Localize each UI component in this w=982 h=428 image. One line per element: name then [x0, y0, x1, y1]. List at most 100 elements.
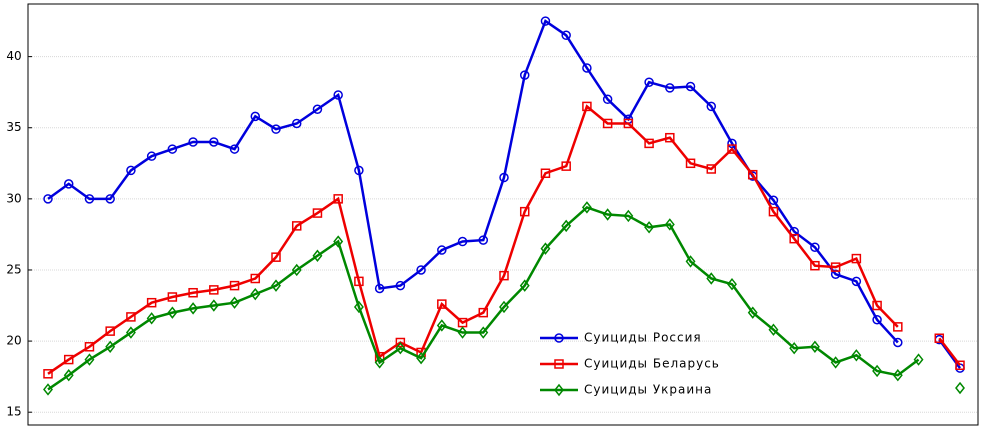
series-line: [48, 207, 960, 389]
point: [146, 312, 157, 325]
y-tick-label: 30: [6, 191, 21, 205]
point: [893, 322, 903, 332]
point: [436, 319, 447, 332]
point: [105, 194, 115, 204]
point: [830, 269, 841, 279]
point: [416, 351, 427, 365]
point: [830, 356, 841, 369]
point: [810, 260, 820, 271]
point: [312, 208, 323, 218]
point: [789, 233, 799, 244]
point: [540, 242, 551, 255]
point: [540, 168, 551, 179]
point: [872, 300, 882, 311]
point: [706, 272, 717, 285]
point: [374, 356, 385, 369]
legend-label: Суициды Россия: [584, 331, 702, 345]
point: [291, 118, 302, 129]
point: [146, 151, 157, 161]
y-tick-label: 35: [6, 120, 21, 134]
point: [167, 292, 178, 302]
point: [416, 265, 426, 275]
point: [519, 70, 530, 80]
point: [582, 63, 592, 73]
point: [188, 302, 199, 315]
point: [209, 285, 219, 295]
point: [955, 381, 965, 395]
point: [519, 279, 530, 292]
point: [229, 280, 240, 291]
point: [126, 165, 136, 176]
point: [581, 201, 592, 214]
point: [644, 138, 654, 149]
point: [478, 326, 489, 339]
point: [747, 169, 758, 180]
series-line: [47, 19, 962, 369]
point: [126, 312, 136, 322]
point: [105, 340, 116, 353]
point: [582, 101, 592, 112]
point: [43, 194, 53, 204]
point: [291, 263, 302, 277]
point: [499, 172, 509, 183]
point: [499, 300, 509, 314]
point: [685, 255, 696, 268]
point: [727, 144, 737, 154]
point: [333, 90, 343, 100]
point: [499, 270, 509, 281]
point: [208, 299, 219, 312]
point: [623, 118, 634, 129]
point: [851, 349, 862, 362]
point: [63, 179, 74, 189]
point: [188, 137, 198, 147]
point: [188, 287, 198, 298]
point: [353, 300, 364, 314]
point: [84, 342, 95, 352]
point: [768, 206, 779, 217]
point: [333, 235, 344, 248]
point: [312, 104, 323, 114]
point: [554, 359, 564, 369]
point: [105, 326, 115, 336]
point: [602, 94, 613, 105]
point: [561, 30, 571, 41]
point: [727, 277, 737, 291]
point: [250, 111, 261, 122]
point: [665, 83, 675, 93]
point: [457, 326, 468, 339]
point: [125, 326, 136, 339]
y-tick-label: 25: [6, 262, 21, 276]
point: [437, 245, 447, 255]
point: [354, 276, 364, 287]
point: [84, 194, 95, 204]
point: [768, 195, 779, 206]
point: [561, 161, 571, 171]
point: [43, 369, 53, 379]
point: [312, 249, 323, 262]
point: [63, 369, 74, 382]
point: [623, 209, 634, 223]
point: [209, 137, 219, 147]
y-tick-label: 40: [6, 49, 21, 63]
legend-label: Суициды Украина: [584, 383, 712, 397]
point: [809, 340, 820, 353]
point: [789, 341, 800, 355]
point: [437, 299, 447, 309]
point: [934, 333, 945, 343]
legend-label: Суициды Беларусь: [584, 357, 720, 371]
point: [665, 132, 675, 143]
point: [478, 307, 489, 318]
point: [554, 333, 564, 343]
point: [395, 341, 406, 355]
point: [851, 253, 862, 264]
point: [229, 296, 240, 309]
y-tick-label: 15: [6, 405, 21, 419]
point: [395, 337, 406, 348]
point: [540, 16, 551, 26]
point: [561, 219, 572, 233]
series-line: [47, 104, 961, 375]
point: [893, 337, 903, 348]
point: [644, 77, 654, 87]
point: [872, 364, 883, 378]
point: [63, 354, 74, 365]
